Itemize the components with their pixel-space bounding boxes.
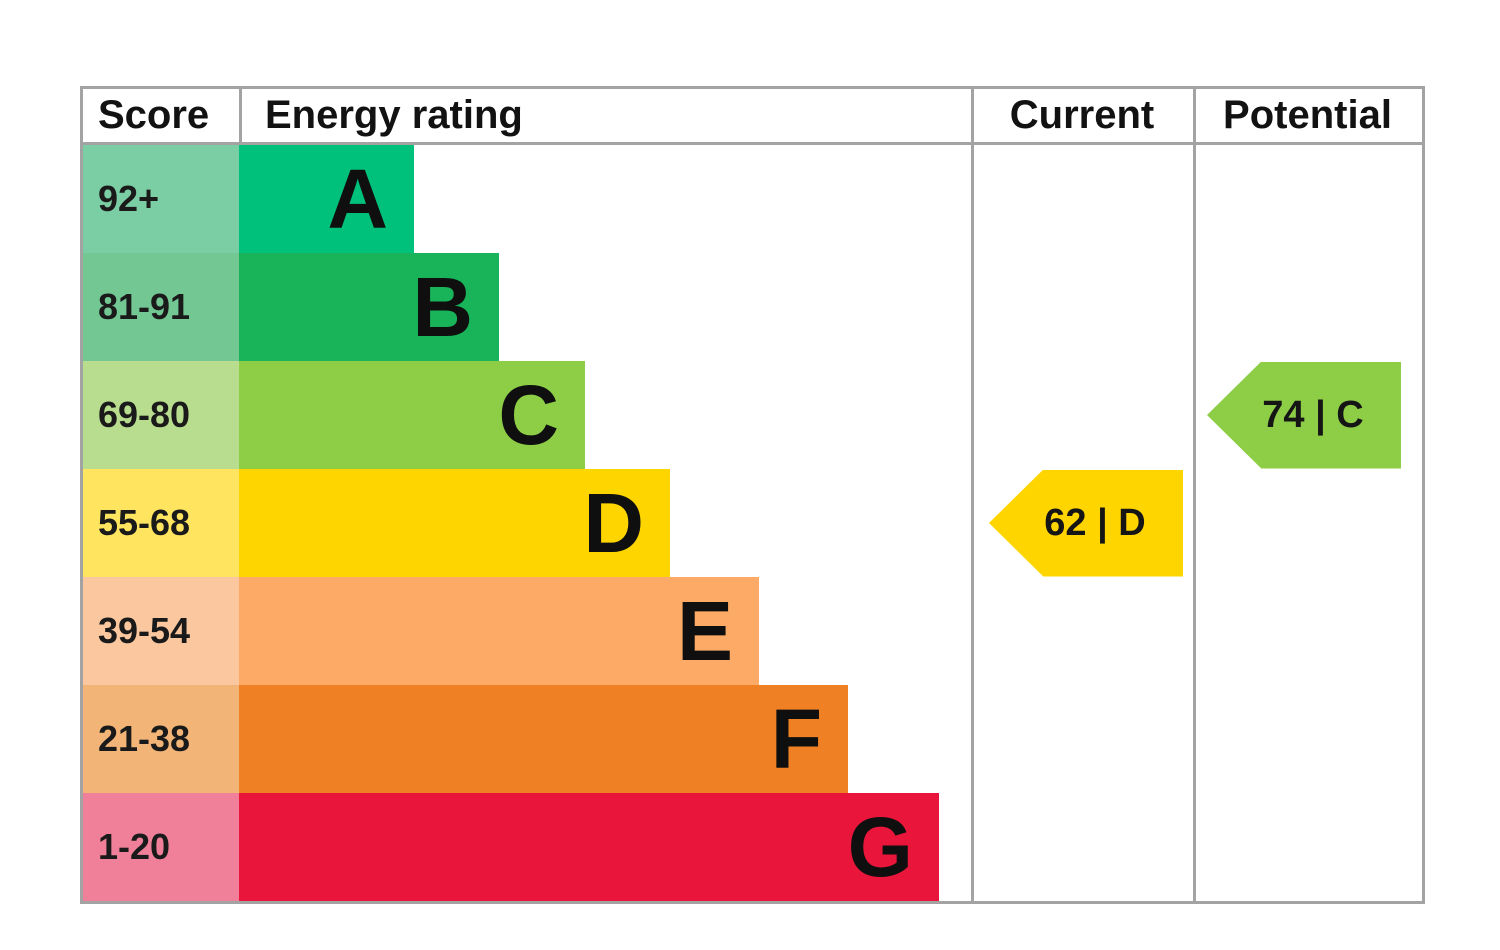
column-divider-potential	[1193, 89, 1196, 901]
score-range-label: 1-20	[98, 826, 171, 867]
column-divider-current	[971, 89, 974, 901]
band-letter: E	[676, 583, 733, 678]
table-header: Score Energy rating Current Potential	[83, 89, 1422, 145]
band-row-a: 92+ A	[83, 145, 1422, 253]
current-rating-label: 62 | D	[1044, 501, 1146, 544]
band-letter: A	[327, 151, 388, 246]
header-potential: Potential	[1223, 93, 1392, 137]
score-range-label: 55-68	[98, 502, 191, 543]
score-range-cell-b: 81-91	[83, 253, 239, 361]
epc-rating-table: Score Energy rating Current Potential 92…	[80, 86, 1425, 904]
column-divider-score	[239, 89, 242, 145]
score-range-cell-c: 69-80	[83, 361, 239, 469]
header-energy-rating: Energy rating	[265, 93, 523, 137]
band-letter: D	[583, 475, 644, 570]
band-row-b: 81-91 B	[83, 253, 1422, 361]
score-range-cell-d: 55-68	[83, 469, 239, 577]
band-letter: F	[770, 691, 822, 786]
score-range-label: 39-54	[98, 610, 191, 651]
band-bar-g: G	[239, 793, 939, 901]
band-letter: C	[498, 367, 559, 462]
potential-rating-label: 74 | C	[1262, 393, 1364, 436]
band-bar-f: F	[239, 685, 848, 793]
score-range-label: 21-38	[98, 718, 191, 759]
band-row-e: 39-54 E	[83, 577, 1422, 685]
band-letter: G	[847, 799, 913, 894]
band-row-g: 1-20 G	[83, 793, 1422, 901]
band-row-d: 55-68 D	[83, 469, 1422, 577]
band-bar-e: E	[239, 577, 759, 685]
header-score: Score	[98, 93, 210, 137]
score-range-cell-a: 92+	[83, 145, 239, 253]
band-bar-b: B	[239, 253, 499, 361]
score-range-cell-g: 1-20	[83, 793, 239, 901]
band-bar-c: C	[239, 361, 585, 469]
band-letter: B	[412, 259, 473, 354]
score-range-label: 92+	[98, 178, 160, 219]
header-current: Current	[1009, 93, 1155, 137]
band-rows: 92+ A 81-91 B 69-80 C 55-68 D 39-54 E 21-38 F 1-20 G	[83, 145, 1422, 901]
band-row-f: 21-38 F	[83, 685, 1422, 793]
score-range-label: 81-91	[98, 286, 191, 327]
score-range-cell-e: 39-54	[83, 577, 239, 685]
band-bar-d: D	[239, 469, 670, 577]
band-row-c: 69-80 C	[83, 361, 1422, 469]
band-bar-a: A	[239, 145, 414, 253]
score-range-label: 69-80	[98, 394, 191, 435]
score-range-cell-f: 21-38	[83, 685, 239, 793]
